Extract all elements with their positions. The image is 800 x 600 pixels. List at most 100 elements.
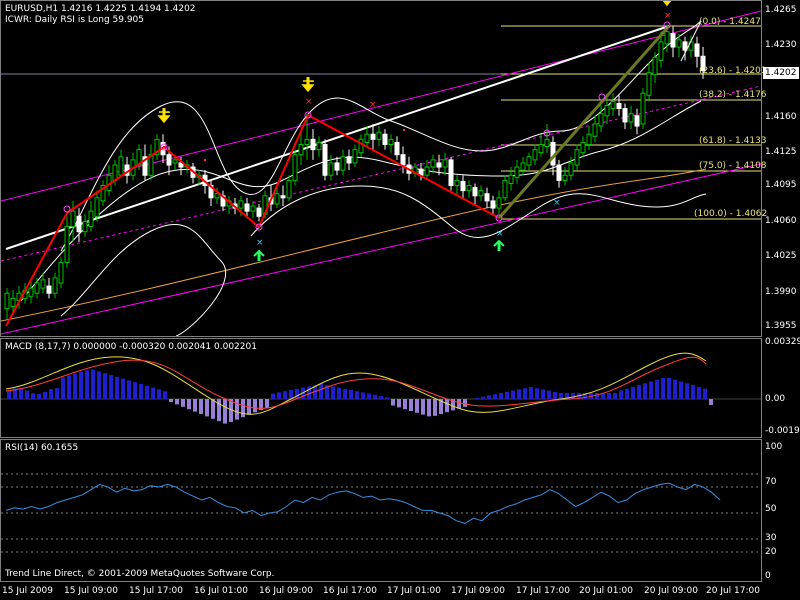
rsi-tick: 30 — [765, 533, 777, 543]
candle-body — [544, 138, 550, 148]
macd-histogram-bar — [625, 388, 629, 399]
time-tick: 17 Jul 17:00 — [516, 586, 570, 596]
candle-body — [694, 43, 700, 57]
macd-histogram-bar — [85, 370, 89, 399]
macd-histogram-bar — [487, 395, 491, 399]
time-tick: 20 Jul 01:00 — [579, 586, 633, 596]
macd-histogram-bar — [169, 399, 173, 402]
cross-marker: × — [256, 238, 264, 248]
pivot-circle — [663, 21, 671, 29]
macd-histogram-bar — [571, 393, 575, 399]
macd-signal-line — [5, 352, 707, 415]
macd-histogram-bar — [505, 391, 509, 399]
macd-histogram-bar — [109, 375, 113, 399]
macd-histogram-bar — [511, 390, 515, 399]
macd-histogram-bar — [49, 389, 53, 399]
price-tick: 1.3955 — [765, 321, 797, 331]
candle-body — [352, 149, 358, 164]
macd-histogram-bar — [553, 391, 557, 399]
macd-histogram-bar — [643, 383, 647, 399]
rsi-tick: 0 — [765, 571, 771, 581]
macd-histogram-bar — [595, 393, 599, 399]
candle-body — [520, 162, 526, 171]
candle-body — [328, 162, 334, 176]
macd-histogram-bar — [145, 385, 149, 399]
price-chart-canvas[interactable]: × × × × × × — [1, 1, 761, 336]
macd-histogram-bar — [127, 380, 131, 399]
sell-arrow-icon — [662, 1, 672, 7]
watermark: Trend Line Direct, © 2001-2009 MetaQuote… — [5, 569, 275, 579]
trend-line — [5, 25, 670, 250]
candle-body — [346, 156, 352, 164]
macd-histogram-bar — [175, 399, 179, 405]
candle-body — [664, 31, 670, 45]
candle-body — [316, 141, 322, 151]
macd-canvas[interactable] — [1, 339, 761, 437]
time-axis[interactable]: 15 Jul 2009 15 Jul 09:00 15 Jul 17:00 16… — [0, 583, 762, 600]
candle-body — [424, 166, 430, 176]
candle-body — [340, 156, 346, 171]
channel-middle — [1, 85, 761, 262]
time-tick: 15 Jul 2009 — [2, 586, 53, 596]
macd-histogram-bar — [187, 399, 191, 410]
macd-histogram-bar — [61, 377, 65, 399]
macd-histogram-bar — [397, 399, 401, 408]
macd-histogram-bar — [541, 389, 545, 399]
rsi-pane[interactable]: RSI(14) 60.1655 Trend Line Direct, © 200… — [0, 439, 762, 582]
macd-histogram-bar — [265, 399, 269, 408]
price-axis[interactable]: 1.4265 1.4230 1.4160 1.4125 1.4095 1.406… — [762, 0, 800, 600]
candle-body — [580, 141, 586, 154]
candle-body — [700, 55, 706, 72]
macd-histogram-bar — [253, 399, 257, 413]
candle-body — [112, 164, 118, 181]
candle-body — [670, 33, 676, 48]
candle-body — [484, 193, 490, 202]
macd-histogram-bar — [325, 385, 329, 399]
rsi-tick: 20 — [765, 547, 777, 557]
pivot-circle — [304, 111, 312, 119]
candle-body — [172, 159, 178, 164]
candle-body — [616, 102, 622, 110]
fibo-level-75: (75.0) - 1.4108 — [699, 161, 767, 171]
macd-histogram-bar — [493, 394, 497, 399]
candle-body — [610, 100, 616, 110]
moving-average-line — [1, 168, 707, 322]
macd-histogram-bar — [25, 390, 29, 399]
candle-body — [28, 287, 34, 297]
candle-body — [640, 92, 646, 125]
macd-histogram-bar — [565, 393, 569, 399]
macd-histogram-bar — [55, 388, 59, 399]
rsi-canvas[interactable] — [1, 440, 761, 581]
buy-arrow-icon — [493, 239, 505, 247]
time-tick: 20 Jul 09:00 — [644, 586, 698, 596]
candle-body — [4, 292, 10, 310]
candle-body — [178, 162, 184, 168]
macd-tick: 0.003298 — [765, 337, 800, 347]
macd-histogram-bar — [217, 399, 221, 422]
macd-histogram-bar — [43, 391, 47, 399]
candle-body — [382, 133, 388, 145]
price-tick: 1.4265 — [765, 5, 797, 15]
buy-arrow-icon — [253, 249, 265, 257]
candle-body — [370, 133, 376, 140]
macd-histogram-bar — [73, 373, 77, 399]
candle-body — [604, 105, 610, 117]
candle-body — [658, 41, 664, 61]
macd-histogram-bar — [235, 399, 239, 420]
price-chart-pane[interactable]: × × × × × × EURUSD,H1 1.4216 1.4225 1.4194 1.… — [0, 0, 767, 337]
candle-body — [34, 282, 40, 294]
candle-body — [466, 185, 472, 192]
candle-body — [454, 179, 460, 187]
macd-histogram-bar — [319, 384, 323, 399]
macd-histogram-bar — [691, 385, 695, 399]
cross-marker: × — [553, 198, 561, 208]
candle-body — [532, 149, 538, 161]
macd-histogram-bar — [547, 390, 551, 399]
signal-dot — [204, 159, 206, 161]
candle-body — [40, 279, 46, 289]
macd-histogram-bar — [619, 390, 623, 399]
macd-pane[interactable]: MACD (8,17,7) 0.000000 -0.000320 0.00204… — [0, 338, 762, 438]
macd-histogram-bar — [19, 388, 23, 399]
time-tick: 16 Jul 09:00 — [259, 586, 313, 596]
